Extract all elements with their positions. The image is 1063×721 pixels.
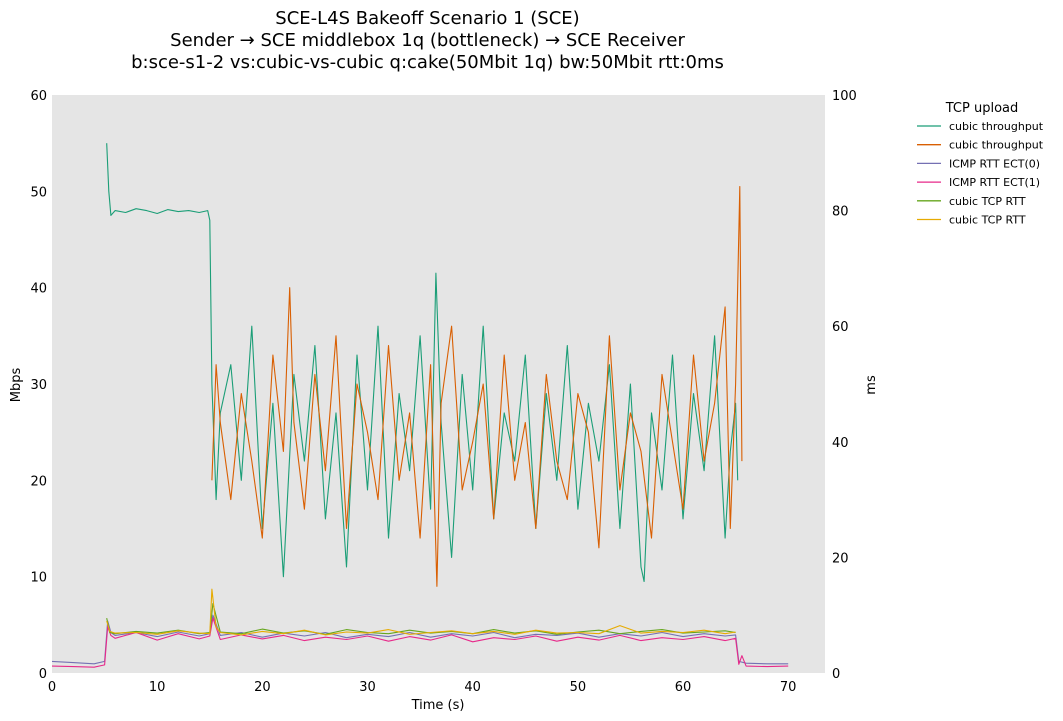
legend-entry-label: ICMP RTT ECT(1) (949, 176, 1040, 189)
x-tick-label: 10 (149, 680, 166, 695)
y-left-tick-label: 0 (39, 667, 47, 682)
legend-entry-label: ICMP RTT ECT(0) (949, 157, 1040, 170)
chart-title-line-1: SCE-L4S Bakeoff Scenario 1 (SCE) (275, 8, 580, 29)
x-tick-label: 70 (780, 680, 797, 695)
y-left-tick-labels: 0 10 20 30 40 50 60 (30, 89, 47, 682)
y-left-axis-label: Mbps (9, 368, 24, 403)
y-left-tick-label: 30 (30, 378, 47, 393)
y-right-axis-label: ms (864, 375, 879, 395)
plot-area (52, 95, 825, 673)
x-axis-label: Time (s) (411, 698, 465, 713)
x-tick-label: 40 (464, 680, 481, 695)
y-right-tick-label: 80 (832, 205, 849, 220)
x-tick-label: 50 (570, 680, 587, 695)
series-line (211, 185, 743, 587)
chart-title-line-2: Sender → SCE middlebox 1q (bottleneck) →… (170, 30, 685, 51)
legend: TCP upload cubic throughput cubic through… (917, 101, 1044, 227)
y-right-tick-label: 40 (832, 436, 849, 451)
legend-entry-label: cubic TCP RTT (949, 214, 1026, 227)
series-layer (51, 143, 789, 668)
y-right-tick-label: 100 (832, 89, 857, 104)
series-line (106, 588, 736, 636)
y-right-tick-label: 0 (832, 667, 840, 682)
series-line (106, 143, 739, 583)
legend-entry-label: cubic TCP RTT (949, 195, 1026, 208)
y-right-tick-labels: 0 20 40 60 80 100 (832, 89, 857, 682)
x-tick-labels: 0 10 20 30 40 50 60 70 (48, 680, 797, 695)
y-right-tick-label: 60 (832, 320, 849, 335)
y-right-tick-label: 20 (832, 551, 849, 566)
chart-title-line-3: b:sce-s1-2 vs:cubic-vs-cubic q:cake(50Mb… (131, 52, 724, 73)
series-line (51, 617, 789, 668)
legend-entry-label: cubic throughput (949, 120, 1044, 133)
legend-entry-label: cubic throughput (949, 139, 1044, 152)
y-left-tick-label: 60 (30, 89, 47, 104)
y-left-tick-label: 20 (30, 474, 47, 489)
x-tick-label: 0 (48, 680, 56, 695)
y-left-tick-label: 50 (30, 185, 47, 200)
x-tick-label: 60 (675, 680, 692, 695)
y-left-tick-label: 40 (30, 282, 47, 297)
legend-title: TCP upload (945, 101, 1019, 116)
x-tick-label: 20 (254, 680, 271, 695)
x-tick-label: 30 (359, 680, 376, 695)
y-left-tick-label: 10 (30, 571, 47, 586)
